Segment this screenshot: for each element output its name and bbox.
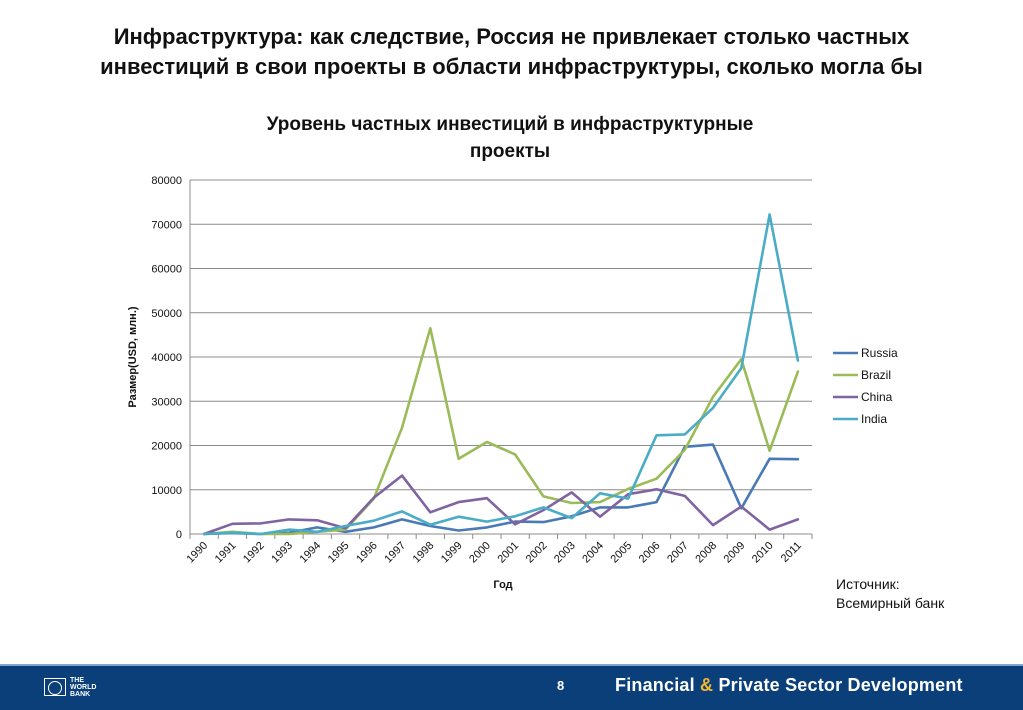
logo-text-line-2: WORLD	[70, 684, 97, 691]
series-line-brazil	[202, 326, 800, 536]
logo-text-line-3: BANK	[70, 691, 91, 698]
x-tick-label-1993: 1993	[269, 540, 295, 566]
x-tick-label-1991: 1991	[213, 540, 239, 566]
series-line-china	[202, 474, 800, 536]
legend-label-russia: Russia	[861, 346, 898, 360]
page-number: 8	[557, 678, 565, 693]
x-tick-label-2000: 2000	[467, 540, 493, 566]
y-tick-label-5: 50000	[151, 308, 182, 320]
line-chart: 0 10000 20000 30000 40000 50000 60000 70000 8000…	[127, 175, 898, 591]
chart-title-line-1: Уровень частных инвестиций в инфраструкт…	[266, 114, 754, 135]
x-tick-label-2002: 2002	[524, 540, 550, 566]
footer-tagline: Financial & Private Sector Development	[615, 675, 963, 696]
x-tick-label-2006: 2006	[637, 540, 663, 566]
chart-title: Уровень частных инвестиций в инфраструкт…	[180, 111, 840, 165]
slide-title: Инфраструктура: как следствие, Россия не…	[0, 22, 1023, 82]
world-bank-globe-icon	[44, 678, 66, 696]
series-line-india	[202, 213, 800, 536]
x-tick-label-1992: 1992	[241, 540, 267, 566]
y-axis-label: Размер(USD, млн.)	[127, 306, 139, 407]
x-tick-label-2011: 2011	[779, 540, 804, 565]
x-tick-label-1998: 1998	[411, 540, 437, 566]
source-label: Источник:	[836, 576, 900, 592]
x-tick-label-2007: 2007	[665, 540, 691, 566]
x-tick-label-2005: 2005	[609, 540, 635, 566]
chart-title-line-2: проекты	[469, 141, 551, 162]
tagline-financial: Financial	[615, 675, 695, 695]
tagline-psd: Private Sector Development	[718, 675, 963, 695]
y-tick-label-8: 80000	[151, 175, 182, 187]
x-tick-label-1997: 1997	[382, 540, 408, 566]
x-tick-label-2001: 2001	[495, 540, 521, 566]
y-tick-label-0: 0	[176, 529, 182, 541]
y-tick-label-2: 20000	[151, 441, 182, 453]
x-tick-label-1994: 1994	[298, 540, 324, 566]
legend-label-brazil: Brazil	[861, 368, 891, 382]
legend-label-china: China	[861, 390, 893, 404]
x-tick-label-1999: 1999	[439, 540, 465, 566]
slide-title-line-1: Инфраструктура: как следствие, Россия не…	[113, 24, 910, 49]
x-tick-label-1995: 1995	[326, 540, 352, 566]
x-tick-label-1996: 1996	[354, 540, 380, 566]
x-tick-label-2008: 2008	[693, 540, 719, 566]
x-tick-label-2003: 2003	[552, 540, 578, 566]
world-bank-logo-text: THE WORLD BANK	[70, 677, 96, 698]
x-tick-label-2004: 2004	[580, 540, 606, 566]
logo-text-line-1: THE	[70, 677, 84, 684]
y-tick-label-7: 70000	[151, 219, 182, 231]
footer-bar: THE WORLD BANK 8 Financial & Private Sec…	[0, 664, 1023, 710]
x-axis-label: Год	[493, 579, 512, 591]
source-note: Источник: Всемирный банк	[836, 575, 944, 613]
y-tick-label-1: 10000	[151, 485, 182, 497]
x-tick-label-1990: 1990	[184, 540, 210, 566]
x-tick-label-2010: 2010	[750, 540, 776, 566]
tagline-ampersand: &	[700, 675, 714, 695]
source-value: Всемирный банк	[836, 595, 945, 611]
y-tick-label-3: 30000	[151, 396, 182, 408]
x-tick-label-2009: 2009	[722, 540, 748, 566]
y-tick-label-6: 60000	[151, 264, 182, 276]
legend-label-india: India	[861, 412, 887, 426]
y-tick-label-4: 40000	[151, 352, 182, 364]
slide-title-line-2: инвестиций в свои проекты в области инфр…	[100, 54, 923, 79]
